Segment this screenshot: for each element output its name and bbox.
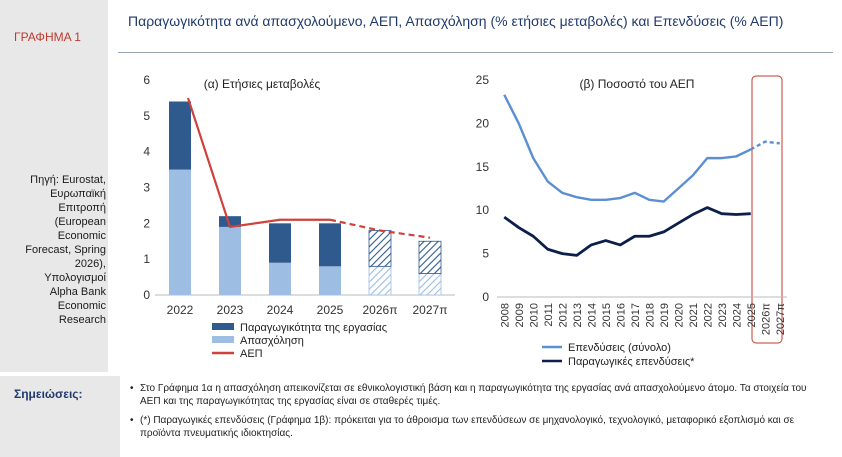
legend-label: Παραγωγικές επενδύσεις* bbox=[568, 356, 695, 368]
x-tick-label: 2017 bbox=[630, 303, 642, 327]
bar-productivity bbox=[219, 216, 241, 227]
bar-productivity bbox=[269, 223, 291, 263]
x-tick-label: 2024 bbox=[731, 303, 743, 327]
bar-employment bbox=[269, 262, 291, 295]
y-tick-label: 1 bbox=[143, 252, 150, 266]
bar-employment bbox=[368, 265, 392, 296]
note-item: (*) Παραγωγικές επενδύσεις (Γράφημα 1β):… bbox=[140, 415, 795, 439]
x-tick-label: 2026π bbox=[363, 303, 398, 317]
y-tick-label: 10 bbox=[476, 203, 490, 217]
y-tick-label: 15 bbox=[476, 160, 490, 174]
legend-label: ΑΕΠ bbox=[240, 348, 263, 360]
x-tick-label: 2016 bbox=[615, 303, 627, 327]
legend-swatch bbox=[212, 323, 234, 330]
note-bullet: • bbox=[130, 415, 134, 426]
x-tick-label: 2023 bbox=[717, 303, 729, 327]
y-tick-label: 25 bbox=[476, 73, 490, 87]
x-tick-label: 2027π bbox=[413, 303, 448, 317]
panel-b-title: (β) Ποσοστό του ΑΕΠ bbox=[580, 77, 695, 91]
x-tick-label: 2015 bbox=[601, 303, 613, 327]
y-tick-label: 0 bbox=[143, 288, 150, 302]
note-item: Στο Γράφημα 1α η απασχόληση απεικονίζετα… bbox=[140, 383, 807, 407]
total-investment-forecast-line bbox=[750, 140, 780, 151]
x-tick-label: 2023 bbox=[217, 303, 244, 317]
legend-label: Παραγωγικότητα της εργασίας bbox=[240, 322, 387, 334]
x-tick-label: 2027π bbox=[775, 303, 787, 335]
notes-panel bbox=[120, 376, 842, 457]
x-tick-label: 2018 bbox=[644, 303, 656, 327]
notes-heading: Σημειώσεις: bbox=[14, 387, 83, 401]
panel-a-title: (α) Ετήσιες μεταβολές bbox=[204, 77, 321, 91]
x-tick-label: 2022 bbox=[702, 303, 714, 327]
bar-productivity bbox=[418, 240, 442, 274]
note-bullet: • bbox=[130, 383, 134, 394]
x-tick-label: 2022 bbox=[167, 303, 194, 317]
gdp-line-forecast bbox=[329, 218, 431, 239]
x-tick-label: 2008 bbox=[499, 303, 511, 327]
x-tick-label: 2026π bbox=[760, 303, 772, 335]
x-tick-label: 2014 bbox=[586, 303, 598, 327]
y-tick-label: 3 bbox=[143, 181, 150, 195]
y-tick-label: 0 bbox=[482, 290, 489, 304]
bar-employment bbox=[219, 226, 241, 295]
figure-title: Παραγωγικότητα ανά απασχολούμενο, ΑΕΠ, Α… bbox=[128, 13, 784, 29]
bar-employment bbox=[418, 273, 442, 296]
y-tick-label: 4 bbox=[143, 145, 150, 159]
x-tick-label: 2011 bbox=[543, 303, 555, 327]
bar-productivity bbox=[319, 223, 341, 267]
y-tick-label: 20 bbox=[476, 116, 490, 130]
figure-label: ΓΡΑΦΗΜΑ 1 bbox=[14, 30, 81, 44]
y-tick-label: 5 bbox=[143, 109, 150, 123]
panel-annual-changes: (α) Ετήσιες μεταβολές 0 1 2 3 4 5 6 2022 2023 20… bbox=[143, 73, 455, 360]
forecast-highlight-box bbox=[751, 75, 783, 344]
sidebar-panel: ΓΡΑΦΗΜΑ 1 Πηγή: Eurostat, Ευρωπαϊκή Επιτ… bbox=[0, 0, 108, 372]
title-divider bbox=[118, 52, 833, 53]
bar-productivity bbox=[169, 101, 191, 170]
x-tick-label: 2019 bbox=[659, 303, 671, 327]
total-investment-line bbox=[503, 94, 752, 203]
bar-employment bbox=[319, 266, 341, 295]
x-tick-label: 2021 bbox=[688, 303, 700, 327]
y-tick-label: 6 bbox=[143, 73, 150, 87]
x-tick-label: 2009 bbox=[514, 303, 526, 327]
x-tick-label: 2025 bbox=[317, 303, 344, 317]
x-tick-label: 2013 bbox=[572, 303, 584, 327]
x-tick-label: 2024 bbox=[267, 303, 294, 317]
legend-swatch bbox=[212, 336, 234, 343]
bar-productivity bbox=[368, 230, 392, 267]
x-tick-label: 2010 bbox=[528, 303, 540, 327]
y-tick-label: 2 bbox=[143, 216, 150, 230]
productive-investment-line bbox=[503, 206, 751, 257]
x-tick-label: 2020 bbox=[673, 303, 685, 327]
bar-employment bbox=[169, 169, 191, 295]
gdp-line bbox=[186, 97, 330, 229]
legend-label: Επενδύσεις (σύνολο) bbox=[568, 342, 671, 354]
x-tick-label: 2025 bbox=[746, 303, 758, 327]
source-text: Πηγή: Eurostat, Ευρωπαϊκή Επιτροπή (Euro… bbox=[25, 174, 106, 326]
y-tick-label: 5 bbox=[482, 247, 489, 261]
legend-label: Απασχόληση bbox=[240, 335, 304, 347]
x-tick-label: 2012 bbox=[557, 303, 569, 327]
